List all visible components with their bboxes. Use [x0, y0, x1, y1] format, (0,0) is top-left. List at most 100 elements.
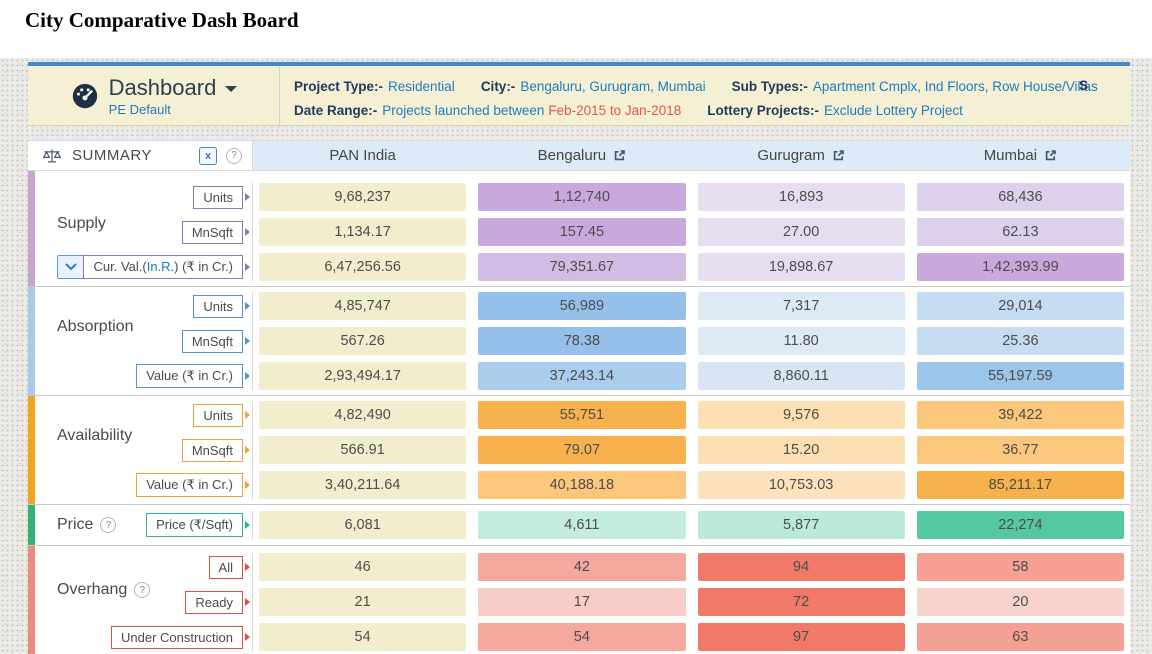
filter-project-type[interactable]: Project Type:- Residential: [294, 78, 455, 94]
metric-label-row: Price (₹/Sqft): [35, 511, 252, 539]
metric-label-value-in-cr[interactable]: Value (₹ in Cr.): [136, 364, 243, 388]
data-cell-mumbai: 63: [916, 623, 1124, 651]
group-label-column: Supply Units MnSqft Cur. Val.(In.R.) (₹ in …: [35, 183, 253, 281]
comparison-table: SUMMARY x ? PAN India Bengaluru Gurugram Mu…: [28, 140, 1130, 654]
summary-label: SUMMARY: [72, 147, 152, 164]
metric-label-row: Units: [35, 401, 252, 429]
data-cell-gurugram: 72: [697, 588, 905, 616]
metric-label-cur-val-in-r-in-cr[interactable]: Cur. Val.(In.R.) (₹ in Cr.): [83, 255, 243, 279]
group-name-overhang: Overhang?: [57, 581, 151, 599]
metric-label-row: Ready: [35, 588, 252, 616]
data-cell-mumbai: 55,197.59: [916, 362, 1124, 390]
table-groups: Supply Units MnSqft Cur. Val.(In.R.) (₹ in …: [28, 171, 1130, 654]
cur-val-dropdown-button[interactable]: [57, 255, 85, 279]
column-header-label: Mumbai: [983, 147, 1038, 164]
group-label-column: Overhang? All Ready Under Construction: [35, 553, 253, 651]
data-cell-gurugram: 16,893: [697, 183, 905, 211]
metric-label-mnsqft[interactable]: MnSqft: [181, 438, 243, 462]
metric-label-all[interactable]: All: [208, 555, 243, 579]
row-arrow-icon: [245, 337, 250, 345]
row-arrow-icon: [245, 263, 250, 271]
metric-label-row: MnSqft: [35, 327, 252, 355]
data-cell-bengaluru: 79.07: [478, 436, 686, 464]
metric-label-units[interactable]: Units: [193, 185, 243, 209]
table-header-row: SUMMARY x ? PAN India Bengaluru Gurugram Mu…: [28, 141, 1130, 171]
table-row: 2,93,494.17 37,243.14 8,860.11 55,197.59: [253, 362, 1130, 390]
group-values-column: 4,85,747 56,989 7,317 29,014 567.26 78.38 11.8…: [253, 292, 1130, 390]
data-cell-bengaluru: 56,989: [478, 292, 686, 320]
data-cell-mumbai: 22,274: [916, 511, 1124, 539]
column-header-pan-india[interactable]: PAN India: [253, 141, 473, 170]
data-cell-bengaluru: 37,243.14: [478, 362, 686, 390]
filter-city[interactable]: City:- Bengaluru, Gurugram, Mumbai: [480, 78, 706, 94]
data-cell-pan-india: 9,68,237: [259, 183, 467, 211]
column-header-mumbai[interactable]: Mumbai: [910, 141, 1130, 170]
data-cell-gurugram: 94: [697, 553, 905, 581]
data-cell-bengaluru: 1,12,740: [478, 183, 686, 211]
data-cell-gurugram: 9,576: [697, 401, 905, 429]
data-cell-bengaluru: 78.38: [478, 327, 686, 355]
data-cell-gurugram: 27.00: [697, 218, 905, 246]
metric-label-row: All: [35, 553, 252, 581]
filter-lottery-projects[interactable]: Lottery Projects:- Exclude Lottery Projec…: [707, 102, 963, 118]
metric-label-value-in-cr[interactable]: Value (₹ in Cr.): [136, 473, 243, 497]
row-arrow-icon: [245, 228, 250, 236]
column-header-gurugram[interactable]: Gurugram: [691, 141, 911, 170]
column-header-label: Bengaluru: [537, 147, 607, 164]
summary-header-cell: SUMMARY x ?: [28, 141, 253, 170]
external-link-icon[interactable]: [832, 149, 845, 162]
filter-row-1: Project Type:- Residential City:- Bengalur…: [294, 74, 1130, 98]
group-values-column: 6,081 4,611 5,877 22,274: [253, 511, 1130, 539]
metric-label-mnsqft[interactable]: MnSqft: [181, 220, 243, 244]
group-absorption: Absorption Units MnSqft Value (₹ in Cr.) 4,8…: [28, 286, 1130, 395]
external-link-icon[interactable]: [613, 149, 626, 162]
data-cell-pan-india: 54: [259, 623, 467, 651]
row-arrow-icon: [245, 302, 250, 310]
data-cell-gurugram: 5,877: [697, 511, 905, 539]
row-arrow-icon: [245, 598, 250, 606]
metric-label-units[interactable]: Units: [193, 403, 243, 427]
row-arrow-icon: [245, 481, 250, 489]
data-cell-pan-india: 566.91: [259, 436, 467, 464]
table-row: 21 17 72 20: [253, 588, 1130, 616]
data-cell-bengaluru: 54: [478, 623, 686, 651]
table-row: 4,82,490 55,751 9,576 39,422: [253, 401, 1130, 429]
price-help-icon[interactable]: ?: [100, 517, 117, 533]
metric-label-mnsqft[interactable]: MnSqft: [181, 329, 243, 353]
data-cell-bengaluru: 55,751: [478, 401, 686, 429]
metric-label-row: MnSqft: [35, 218, 252, 246]
row-arrow-icon: [245, 633, 250, 641]
data-cell-bengaluru: 79,351.67: [478, 253, 686, 281]
filter-sub-types[interactable]: Sub Types:- Apartment Cmplx, Ind Floors, …: [731, 78, 1098, 94]
data-cell-pan-india: 2,93,494.17: [259, 362, 467, 390]
metric-label-row: Value (₹ in Cr.): [35, 471, 252, 499]
chevron-down-icon: [65, 263, 77, 271]
filter-date-range[interactable]: Date Range:- Projects launched between Feb…: [294, 102, 682, 118]
dashboard-header-bar: Dashboard PE Default Project Type:- Resid…: [28, 62, 1130, 126]
dashboard-dropdown[interactable]: Dashboard PE Default: [28, 66, 280, 125]
group-color-strip: [28, 396, 35, 504]
data-cell-pan-india: 6,47,256.56: [259, 253, 467, 281]
data-cell-gurugram: 7,317: [697, 292, 905, 320]
metric-label-ready[interactable]: Ready: [185, 590, 243, 614]
data-cell-mumbai: 68,436: [916, 183, 1124, 211]
summary-help-icon[interactable]: ?: [226, 147, 242, 164]
row-arrow-icon: [245, 372, 250, 380]
inr-link[interactable]: In.R.: [146, 259, 175, 274]
data-cell-pan-india: 1,134.17: [259, 218, 467, 246]
metric-label-under-construction[interactable]: Under Construction: [111, 625, 243, 649]
group-color-strip: [28, 546, 35, 654]
data-cell-bengaluru: 17: [478, 588, 686, 616]
row-arrow-icon: [245, 411, 250, 419]
metric-label-units[interactable]: Units: [193, 294, 243, 318]
metric-label-row: Cur. Val.(In.R.) (₹ in Cr.): [35, 253, 252, 281]
column-header-bengaluru[interactable]: Bengaluru: [472, 141, 692, 170]
excel-export-icon[interactable]: x: [199, 146, 217, 165]
metric-label-price-sqft[interactable]: Price (₹/Sqft): [146, 513, 243, 537]
data-cell-pan-india: 4,82,490: [259, 401, 467, 429]
group-name-absorption: Absorption: [57, 318, 134, 335]
group-color-strip: [28, 171, 35, 286]
overhang-help-icon[interactable]: ?: [134, 582, 151, 598]
data-cell-gurugram: 15.20: [697, 436, 905, 464]
external-link-icon[interactable]: [1044, 149, 1057, 162]
